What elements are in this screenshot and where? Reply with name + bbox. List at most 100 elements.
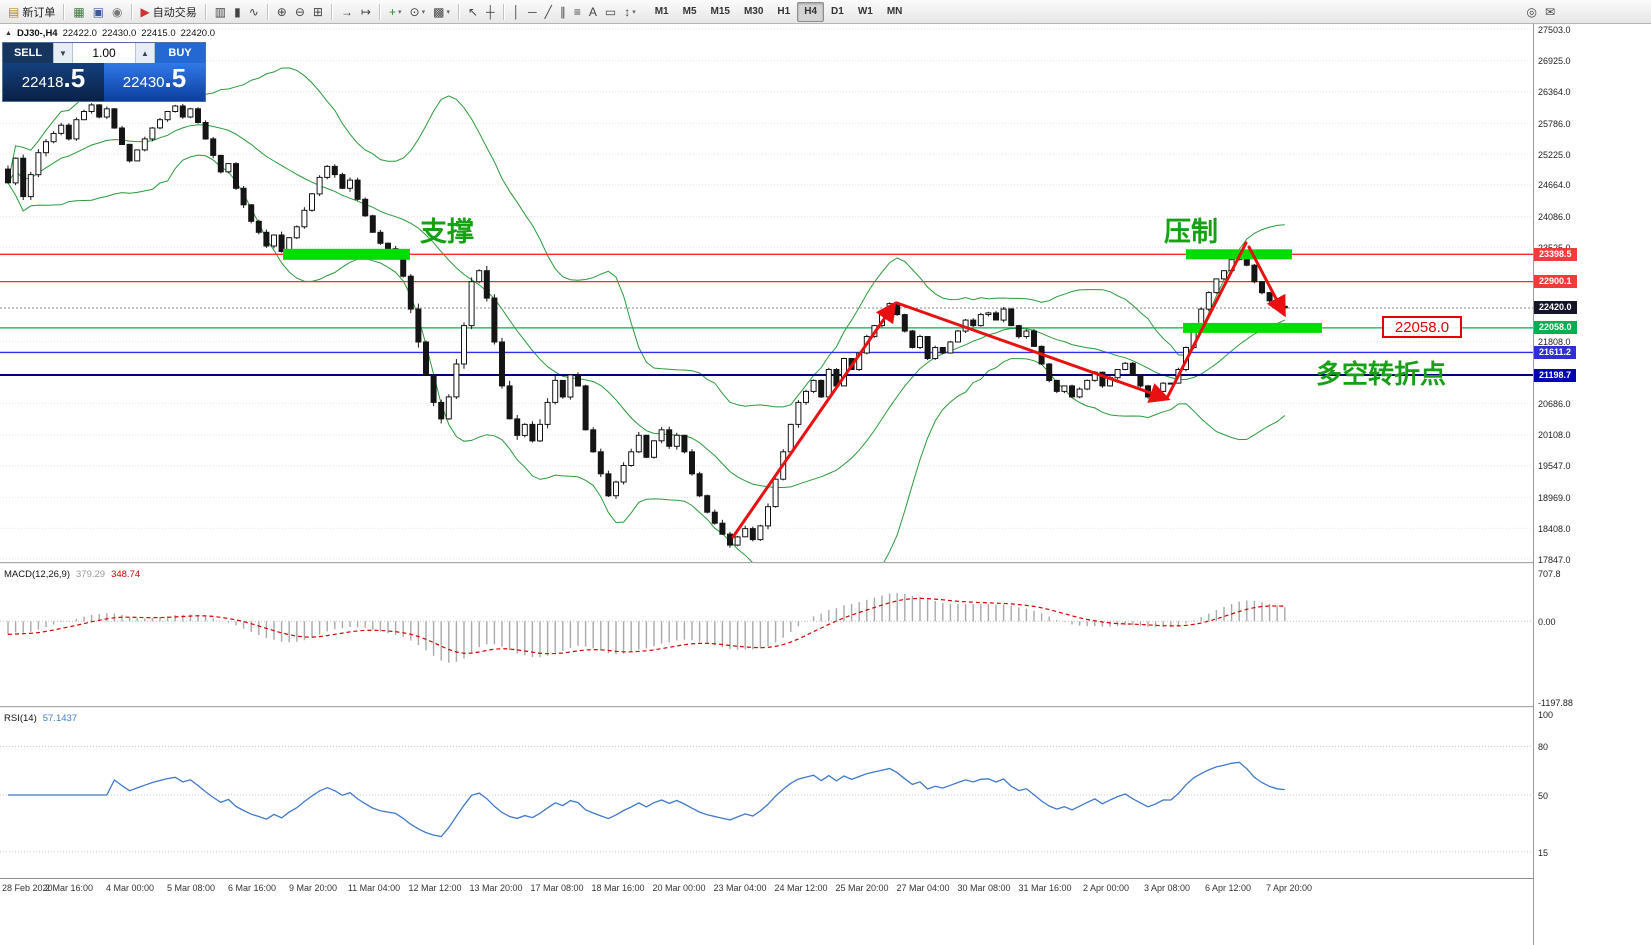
sell-button[interactable]: SELL xyxy=(3,43,53,63)
fibonacci-icon[interactable]: ≡ xyxy=(570,2,585,22)
chat-icon[interactable]: ✉ xyxy=(1541,2,1559,22)
bar-chart-icon[interactable]: ▥ xyxy=(211,2,230,22)
rsi-scale-label: 50 xyxy=(1538,791,1549,801)
time-label: 12 Mar 12:00 xyxy=(408,883,462,893)
main-price-chart[interactable] xyxy=(0,24,1533,562)
cursor-icon: ↖ xyxy=(467,4,479,19)
timeframe-bar: M1 M5 M15 M30 H1 H4 D1 W1 MN xyxy=(648,1,910,22)
macd-panel[interactable] xyxy=(0,565,1533,706)
chart-arrow-icon: ▲ xyxy=(5,30,12,37)
alerts-icon[interactable]: ◉ xyxy=(108,2,126,22)
chart-shift-icon[interactable]: ↦ xyxy=(357,2,375,22)
indicators-icon-caret[interactable]: ▾ xyxy=(398,8,402,16)
text-icon: A xyxy=(588,4,597,19)
line-chart-icon: ∿ xyxy=(248,4,259,19)
profiles-icon: ▣ xyxy=(92,4,105,19)
channel-icon[interactable]: ∥ xyxy=(556,2,570,22)
price-scale-label: 26925.0 xyxy=(1538,56,1571,67)
panel-divider-2[interactable] xyxy=(0,706,1533,709)
periods-icon-caret[interactable]: ▾ xyxy=(421,8,426,16)
indicators-icon[interactable]: + ▾ xyxy=(385,2,406,22)
chart-shift-icon: ↦ xyxy=(360,4,372,19)
search-icon[interactable]: ◎ xyxy=(1522,2,1540,22)
zoom-in-icon: ⊕ xyxy=(276,4,287,19)
toolbar-group: ⊕ ⊖ ⊞ xyxy=(273,1,327,23)
toolbar-group: ▶ 自动交易 xyxy=(137,1,201,23)
auto-scroll-icon[interactable]: → xyxy=(337,2,357,22)
new-order-icon[interactable]: ▤ 新订单 xyxy=(4,2,59,22)
cursor-icon[interactable]: ↖ xyxy=(464,2,482,22)
templates-icon-caret[interactable]: ▾ xyxy=(446,8,450,16)
new-order-icon: ▤ xyxy=(8,4,20,19)
timeframe-m5-button[interactable]: M5 xyxy=(682,6,697,17)
profiles-icon[interactable]: ▣ xyxy=(89,2,108,22)
bollinger-upper-band xyxy=(7,67,1285,408)
candlestick-icon: ▮ xyxy=(234,4,241,19)
vertical-line-icon[interactable]: │ xyxy=(509,2,525,22)
toolbar-group: │ ─ ╱ ∥ ≡ A ▭ ↕ ▾ xyxy=(509,1,640,23)
time-label: 2 Apr 00:00 xyxy=(1082,883,1130,893)
timeframe-h1-button[interactable]: H1 xyxy=(777,6,791,17)
buy-button[interactable]: BUY xyxy=(155,43,205,63)
ohlc-high: 22430.0 xyxy=(101,28,137,39)
timeframe-mn-button[interactable]: MN xyxy=(886,6,903,17)
toolbar-buttons: ▤ 新订单 ▦ ▣ ◉ ▶ 自动交易 ▥ ▮ ∿ ⊕ ⊖ ⊞ → ↦ + ▾ ⊙ ▾ ▩ ▾ ↖ ┼ │ ─ ╱ ∥ ≡ A ▭ ↕ ▾ xyxy=(4,1,640,23)
timeframe-d1-button[interactable]: D1 xyxy=(831,6,844,17)
toolbar-separator xyxy=(502,3,505,20)
text-label-icon[interactable]: ▭ xyxy=(601,2,620,22)
tile-windows-icon: ⊞ xyxy=(312,4,323,19)
time-label: 31 Mar 16:00 xyxy=(1018,883,1072,893)
time-label: 18 Mar 16:00 xyxy=(591,883,645,893)
ohlc-close: 22420.0 xyxy=(180,28,215,39)
chart-window-icon[interactable]: ▦ xyxy=(69,2,88,22)
sell-price-tile[interactable]: 22418.5 xyxy=(3,63,104,101)
price-scale[interactable]: 27503.0 26925.0 26364.0 25786.0 25225.0 24664… xyxy=(1533,24,1651,945)
templates-icon[interactable]: ▩ ▾ xyxy=(429,2,454,22)
price-main-digits: 22418 xyxy=(21,74,64,91)
volume-decrease-button[interactable]: ▼ xyxy=(53,43,73,63)
toolbar-separator xyxy=(266,3,269,20)
arrows-icon[interactable]: ↕ ▾ xyxy=(620,2,640,22)
buy-price-tile[interactable]: 22430.5 xyxy=(104,63,205,101)
zoom-out-icon[interactable]: ⊖ xyxy=(291,2,309,22)
timeframe-m1-button[interactable]: M1 xyxy=(654,6,669,17)
zoom-in-icon[interactable]: ⊕ xyxy=(273,2,291,22)
candlesticks xyxy=(5,103,1288,548)
macd-header: MACD(12,26,9) 379.29 348.74 xyxy=(4,569,140,580)
panel-divider-1[interactable] xyxy=(0,562,1533,565)
chart-ohlc-header: ▲ DJ30-,H4 22422.0 22430.0 22415.0 22420… xyxy=(5,28,215,39)
horizontal-line-icon[interactable]: ─ xyxy=(524,2,541,22)
toolbar-group: ↖ ┼ xyxy=(464,1,499,23)
time-axis[interactable]: 28 Feb 2020 2 Mar 16:00 4 Mar 00:00 5 Mar 0… xyxy=(0,878,1533,945)
time-label: 7 Apr 20:00 xyxy=(1265,883,1313,893)
volume-input[interactable] xyxy=(73,43,135,63)
arrows-icon-caret[interactable]: ▾ xyxy=(632,8,636,16)
crosshair-icon[interactable]: ┼ xyxy=(482,2,499,22)
autotrading-icon[interactable]: ▶ 自动交易 xyxy=(137,2,201,22)
ohlc-open: 22422.0 xyxy=(62,28,97,39)
horizontal-level-lines[interactable] xyxy=(0,253,1533,376)
chart-window-icon: ▦ xyxy=(73,4,85,19)
search-icon: ◎ xyxy=(1526,4,1537,19)
chart-area[interactable]: ▲ DJ30-,H4 22422.0 22430.0 22415.0 22420… xyxy=(0,24,1533,945)
macd-scale-label: 0.00 xyxy=(1538,617,1556,628)
periods-icon[interactable]: ⊙ ▾ xyxy=(406,2,430,22)
rsi-panel[interactable] xyxy=(0,709,1533,878)
trend-arrows[interactable] xyxy=(731,241,1286,539)
text-icon[interactable]: A xyxy=(585,2,601,22)
tile-windows-icon[interactable]: ⊞ xyxy=(309,2,327,22)
timeframe-w1-button[interactable]: W1 xyxy=(857,6,873,17)
timeframe-h4-button[interactable]: H4 xyxy=(797,1,825,22)
toolbar-separator xyxy=(379,3,382,20)
timeframe-m15-button[interactable]: M15 xyxy=(710,6,730,17)
trendline-icon[interactable]: ╱ xyxy=(541,2,556,22)
autotrading-icon: ▶ xyxy=(140,4,150,19)
macd-histogram xyxy=(7,593,1286,663)
timeframe-m30-button[interactable]: M30 xyxy=(743,6,764,17)
candlestick-icon[interactable]: ▮ xyxy=(230,2,245,22)
workspace: ▲ DJ30-,H4 22422.0 22430.0 22415.0 22420… xyxy=(0,24,1651,945)
bollinger-lower-band xyxy=(7,154,1286,562)
fibonacci-icon: ≡ xyxy=(573,4,581,19)
volume-increase-button[interactable]: ▲ xyxy=(135,43,155,63)
line-chart-icon[interactable]: ∿ xyxy=(245,2,263,22)
